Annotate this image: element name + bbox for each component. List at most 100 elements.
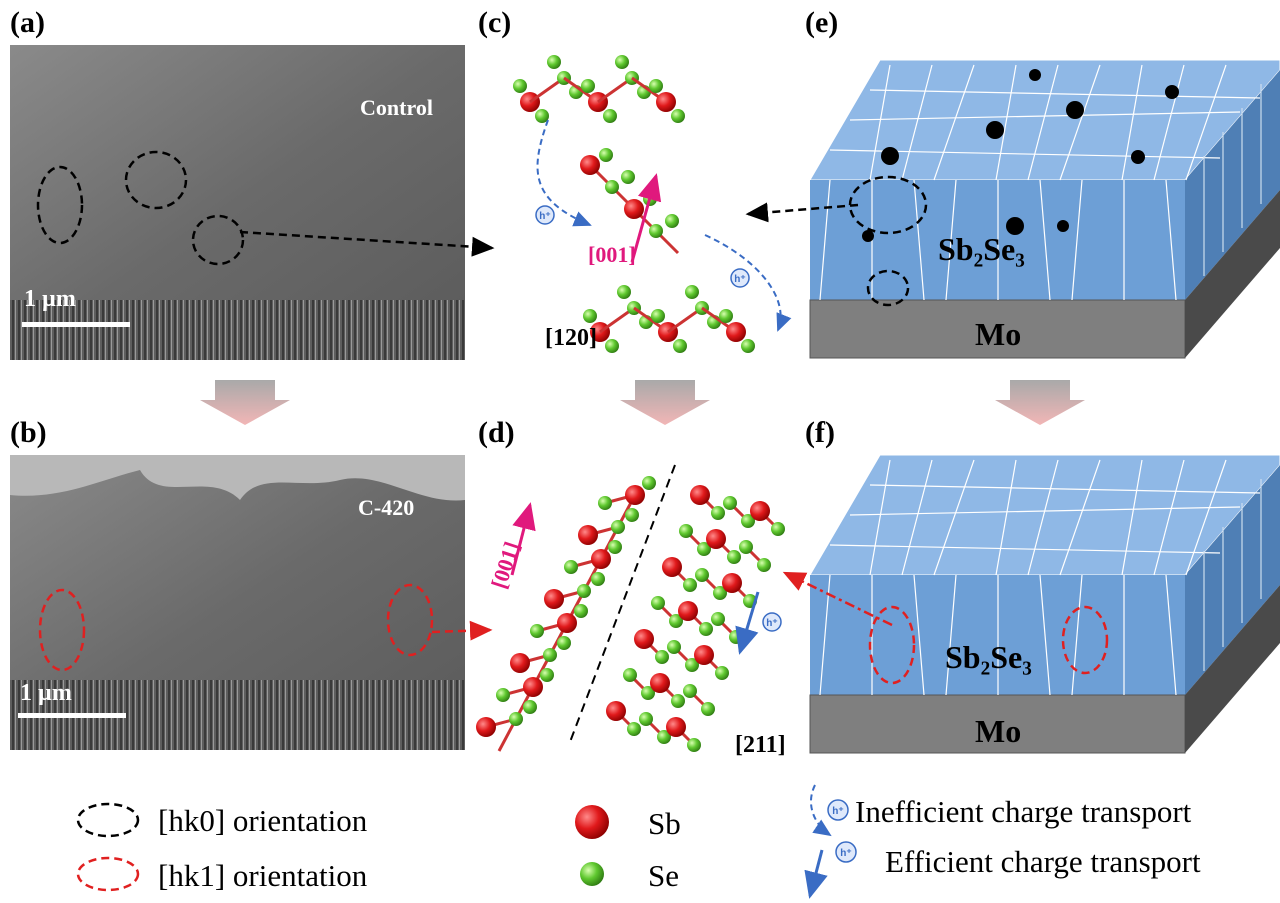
grain-boundary bbox=[1027, 64, 1059, 181]
scale-bar bbox=[22, 322, 130, 327]
hk0-ellipse bbox=[191, 214, 245, 266]
se-atom bbox=[687, 738, 701, 752]
se-atom bbox=[574, 604, 588, 618]
void bbox=[986, 121, 1004, 139]
plane-label: [211] bbox=[735, 732, 786, 758]
down-arrow bbox=[200, 380, 290, 425]
sb-atom bbox=[606, 701, 626, 721]
hk1-ellipse bbox=[386, 583, 434, 657]
sb-atom bbox=[575, 805, 609, 839]
grain-boundary bbox=[933, 459, 975, 576]
se-atom bbox=[598, 496, 612, 510]
divider bbox=[569, 464, 676, 743]
se-atom bbox=[599, 148, 613, 162]
sem-surface bbox=[10, 455, 465, 501]
se-atom bbox=[580, 862, 604, 886]
se-atom bbox=[530, 624, 544, 638]
sb-atom bbox=[650, 673, 670, 693]
se-atom bbox=[605, 339, 619, 353]
se-atom bbox=[641, 686, 655, 700]
hk0-ellipse bbox=[36, 165, 84, 245]
grain-boundary bbox=[869, 459, 891, 576]
se-atom bbox=[739, 540, 753, 554]
sb-atom bbox=[656, 92, 676, 112]
se-atom bbox=[615, 55, 629, 69]
legend-arrow bbox=[810, 784, 832, 837]
panel-label: (f) bbox=[805, 416, 835, 449]
se-atom bbox=[649, 79, 663, 93]
transport-arrow bbox=[536, 119, 592, 227]
legend-text: Sb bbox=[648, 806, 681, 841]
sb-atom bbox=[750, 501, 770, 521]
se-atom bbox=[577, 584, 591, 598]
grain-boundary bbox=[1039, 179, 1051, 301]
down-arrow bbox=[995, 380, 1085, 425]
legend-arrow bbox=[804, 849, 828, 899]
hole-icon bbox=[827, 799, 849, 821]
hole-label: h⁺ bbox=[766, 618, 777, 629]
scale-label: 1 µm bbox=[24, 286, 76, 312]
sb-atom bbox=[666, 717, 686, 737]
grain-boundary bbox=[869, 484, 1261, 494]
hk0-ellipse bbox=[124, 150, 188, 210]
arrow bbox=[431, 620, 493, 641]
direction-label: [001] bbox=[486, 538, 525, 591]
mo-side bbox=[1185, 585, 1280, 753]
substrate-label: Mo bbox=[975, 316, 1021, 352]
hole-icon bbox=[730, 268, 750, 288]
panel-label: (e) bbox=[805, 6, 838, 39]
sb-atom bbox=[706, 529, 726, 549]
se-atom bbox=[608, 540, 622, 554]
se-atom bbox=[713, 586, 727, 600]
hole-icon bbox=[762, 612, 782, 632]
grain-boundary bbox=[1027, 459, 1059, 576]
se-atom bbox=[723, 496, 737, 510]
hole-label: h⁺ bbox=[840, 848, 851, 859]
legend-text: Efficient charge transport bbox=[885, 844, 1201, 879]
mo-side bbox=[1185, 190, 1280, 358]
se-atom bbox=[509, 712, 523, 726]
sb-atom bbox=[476, 717, 496, 737]
sb-atom bbox=[726, 322, 746, 342]
se-atom bbox=[649, 224, 663, 238]
void bbox=[1066, 101, 1084, 119]
hk1-ellipse bbox=[868, 605, 916, 685]
sb-atom bbox=[722, 573, 742, 593]
se-atom bbox=[771, 522, 785, 536]
grain-boundary bbox=[995, 64, 1017, 181]
se-atom bbox=[513, 79, 527, 93]
void bbox=[1131, 150, 1145, 164]
se-atom bbox=[667, 640, 681, 654]
grain-boundary bbox=[1185, 459, 1227, 576]
grain-boundary bbox=[933, 64, 975, 181]
arrow bbox=[782, 571, 893, 627]
sb-atom bbox=[690, 485, 710, 505]
se-atom bbox=[625, 508, 639, 522]
side-face bbox=[1185, 465, 1280, 695]
se-atom bbox=[671, 109, 685, 123]
grain-boundary bbox=[913, 179, 925, 301]
sb-atom bbox=[578, 525, 598, 545]
se-atom bbox=[727, 550, 741, 564]
grain-boundary bbox=[1121, 64, 1143, 181]
hk1-ellipse bbox=[38, 588, 86, 672]
direction-label: [001] bbox=[588, 242, 636, 267]
grain-boundary bbox=[945, 179, 957, 301]
se-atom bbox=[685, 285, 699, 299]
void bbox=[1006, 217, 1024, 235]
se-atom bbox=[591, 572, 605, 586]
substrate-label: Mo bbox=[975, 713, 1021, 749]
se-atom bbox=[673, 339, 687, 353]
se-atom bbox=[669, 614, 683, 628]
scale-label: 1 µm bbox=[20, 680, 72, 706]
grain-boundary bbox=[869, 64, 891, 181]
grain-boundary bbox=[1071, 574, 1083, 696]
se-atom bbox=[671, 694, 685, 708]
se-atom bbox=[741, 339, 755, 353]
plane-label: [120] bbox=[545, 325, 597, 351]
grain-boundary bbox=[1153, 64, 1185, 181]
sb-atom bbox=[694, 645, 714, 665]
transport-arrow bbox=[735, 591, 760, 655]
se-atom bbox=[719, 309, 733, 323]
se-atom bbox=[695, 568, 709, 582]
